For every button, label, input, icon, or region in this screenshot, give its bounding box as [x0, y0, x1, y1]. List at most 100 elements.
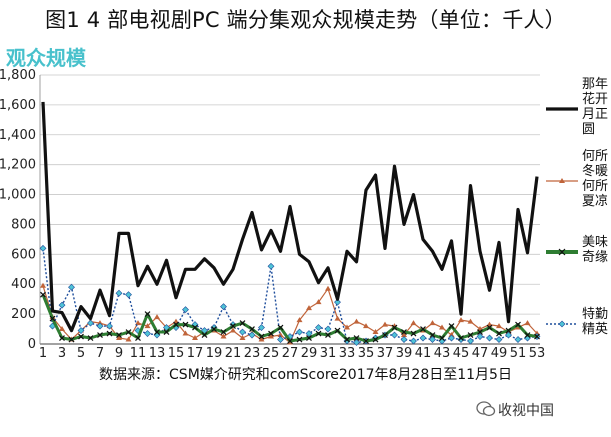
data-point — [439, 324, 445, 330]
data-point — [268, 333, 274, 339]
x-tick-label: 47 — [472, 346, 489, 361]
legend-label: 特勤 — [582, 307, 608, 322]
data-point — [201, 332, 208, 338]
data-point — [476, 333, 484, 340]
data-point — [514, 336, 522, 343]
legend-label: 美味 — [582, 235, 608, 250]
data-point — [401, 329, 407, 335]
y-tick-label: 400 — [11, 277, 36, 292]
y-tick-label: 0 — [28, 337, 36, 352]
x-tick-label: 31 — [320, 346, 337, 361]
data-point — [49, 315, 56, 322]
data-point — [116, 335, 122, 341]
legend-label: 精英 — [582, 322, 608, 337]
data-point — [439, 335, 445, 341]
x-tick-label: 25 — [263, 346, 280, 361]
x-tick-label: 29 — [301, 346, 318, 361]
data-point — [524, 332, 531, 338]
data-point — [458, 335, 464, 341]
data-point — [467, 337, 474, 345]
x-tick-label: 7 — [96, 346, 104, 361]
data-point — [182, 306, 189, 314]
data-point — [116, 332, 122, 338]
y-tick-label: 1,400 — [0, 128, 36, 143]
data-point — [372, 329, 379, 335]
data-point — [220, 329, 227, 335]
data-point — [344, 336, 350, 343]
data-point — [39, 244, 47, 252]
series-line-0 — [41, 101, 539, 333]
legend-label: 月正 — [582, 107, 608, 122]
data-point — [115, 289, 123, 297]
data-point — [77, 327, 85, 334]
data-point — [220, 333, 227, 339]
data-point — [125, 291, 132, 299]
data-point — [496, 330, 502, 337]
x-tick-label: 45 — [453, 346, 470, 361]
x-tick-label: 9 — [115, 346, 123, 361]
legend-marker — [559, 178, 565, 183]
y-tick-label: 800 — [11, 217, 36, 232]
data-point — [410, 337, 417, 345]
data-point — [96, 322, 104, 330]
legend-label: 奇缘 — [582, 249, 608, 265]
data-point — [173, 321, 179, 328]
x-tick-label: 53 — [529, 346, 546, 361]
y-tick-label: 1,800 — [0, 68, 36, 83]
data-point — [429, 332, 436, 338]
data-point — [486, 324, 493, 331]
data-point — [315, 330, 322, 337]
x-tick-label: 11 — [130, 346, 147, 361]
data-point — [97, 332, 103, 338]
data-point — [458, 317, 464, 323]
data-point — [353, 339, 360, 346]
y-tick-label: 1,000 — [0, 188, 36, 203]
data-point — [106, 330, 113, 337]
legend-label: 何所 — [582, 148, 608, 164]
data-point — [192, 335, 198, 341]
data-point — [467, 332, 474, 338]
x-tick-label: 17 — [187, 346, 204, 361]
x-tick-label: 15 — [168, 346, 185, 361]
data-point — [239, 328, 246, 336]
data-point — [154, 329, 160, 335]
data-point — [267, 262, 275, 270]
data-point — [382, 321, 388, 327]
x-tick-label: 33 — [339, 346, 356, 361]
data-point — [277, 324, 284, 331]
data-point — [268, 330, 274, 337]
data-point — [401, 332, 407, 338]
data-point — [363, 338, 369, 344]
data-point — [400, 336, 408, 343]
data-point — [97, 320, 103, 326]
x-tick-label: 23 — [244, 346, 261, 361]
data-point — [410, 330, 417, 337]
legend-label: 花开 — [582, 91, 608, 107]
data-point — [277, 336, 284, 343]
wechat-icon — [476, 401, 496, 417]
x-tick-label: 3 — [58, 346, 66, 361]
data-point — [477, 329, 483, 335]
legend-label: 夏凉 — [582, 194, 608, 209]
data-point — [391, 331, 398, 339]
x-tick-label: 35 — [358, 346, 375, 361]
data-point — [258, 333, 265, 340]
data-point — [59, 335, 65, 341]
data-point — [325, 285, 331, 291]
data-point — [135, 335, 141, 341]
data-point — [505, 327, 512, 334]
data-point — [515, 321, 521, 328]
data-point — [448, 323, 455, 329]
data-point — [372, 336, 379, 343]
data-point — [496, 323, 502, 329]
data-point — [248, 331, 256, 339]
data-point — [106, 322, 113, 330]
data-point — [87, 319, 94, 327]
data-point — [534, 333, 540, 340]
data-point — [524, 320, 531, 326]
data-point — [144, 330, 151, 337]
data-point — [429, 320, 436, 326]
data-point — [325, 332, 331, 338]
data-point — [353, 335, 360, 341]
